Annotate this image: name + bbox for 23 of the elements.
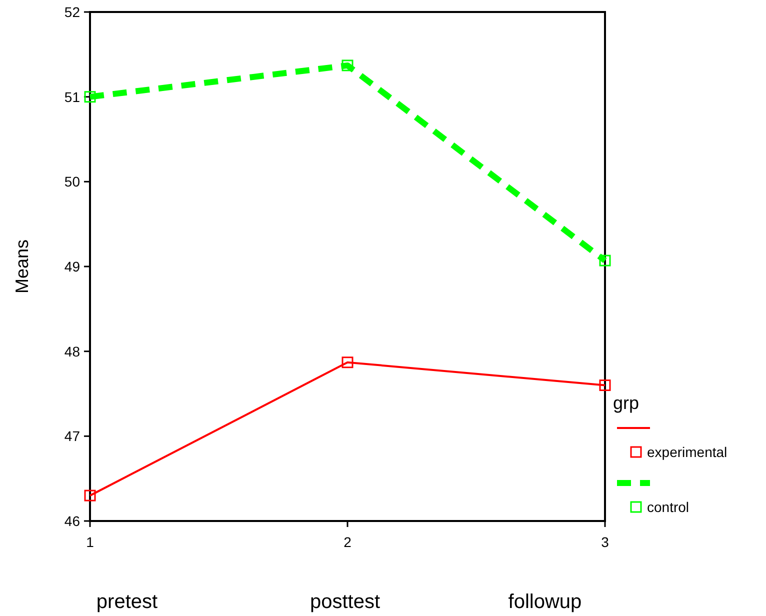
y-tick-label: 47 [64,428,80,444]
y-tick-label: 51 [64,88,80,105]
y-axis-title: Means [12,239,32,294]
point [84,490,96,502]
text: pretest [96,591,158,613]
x-tick-label: 1 [86,534,94,550]
text: posttest [310,591,380,613]
point [599,380,611,392]
y-tick-label: 49 [64,258,80,274]
legend-label: experimental [647,444,728,460]
y-tick-label: 50 [64,174,80,190]
x-tick-label: 3 [601,534,610,550]
y-tick-label: 46 [64,513,80,529]
point [84,91,96,103]
y-tick-label: 48 [64,343,80,360]
legend-title: grp [613,393,640,413]
point [342,60,354,72]
text: followup [508,591,582,613]
x-tick-label: 2 [344,534,352,550]
y-tick-label: 52 [64,4,80,20]
point [599,254,611,266]
legend-label: control [647,499,690,515]
point [342,356,354,368]
